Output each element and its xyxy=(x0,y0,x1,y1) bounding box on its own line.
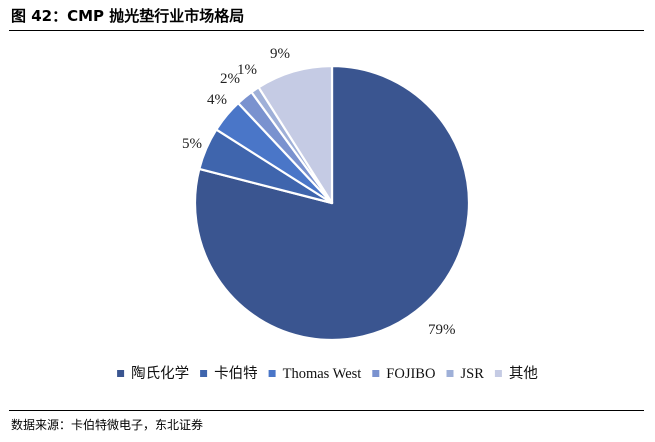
legend-label-1: 卡伯特 xyxy=(214,365,258,382)
legend-swatch-3 xyxy=(372,370,380,377)
pie-chart: 79% 5% 4% 2%1% 9% 陶氏化学 卡伯特 Thomas West FOJIBO JS… xyxy=(117,46,538,382)
legend-swatch-5 xyxy=(494,370,502,377)
legend-label-4: JSR xyxy=(461,366,485,382)
legend-swatch-1 xyxy=(200,370,208,377)
pie-slices xyxy=(193,64,471,342)
legend-label-2: Thomas West xyxy=(283,366,362,382)
legend-label-5: 其他 xyxy=(509,365,538,382)
pie-labels: 79% 5% 4% 2%1% 9% xyxy=(182,46,456,338)
slice-label-5: 9% xyxy=(270,46,290,62)
legend: 陶氏化学 卡伯特 Thomas West FOJIBO JSR 其他 xyxy=(117,365,538,382)
slice-label-0: 79% xyxy=(428,322,456,338)
legend-swatch-0 xyxy=(117,370,125,377)
legend-swatch-4 xyxy=(446,370,454,377)
bottom-rule xyxy=(9,410,644,411)
top-rule xyxy=(9,30,644,31)
slice-label-1: 5% xyxy=(182,136,202,152)
legend-label-0: 陶氏化学 xyxy=(131,365,189,382)
source-note: 数据来源：卡伯特微电子，东北证券 xyxy=(11,418,204,432)
chart-title: 图 42：CMP 抛光垫行业市场格局 xyxy=(11,7,245,25)
legend-label-3: FOJIBO xyxy=(386,366,435,382)
legend-swatch-2 xyxy=(268,370,276,377)
slice-label-4: 1% xyxy=(237,62,257,78)
slice-label-2: 4% xyxy=(207,92,227,108)
pie-slice-5 xyxy=(257,64,334,205)
slice-label-3: 2% xyxy=(220,71,240,87)
